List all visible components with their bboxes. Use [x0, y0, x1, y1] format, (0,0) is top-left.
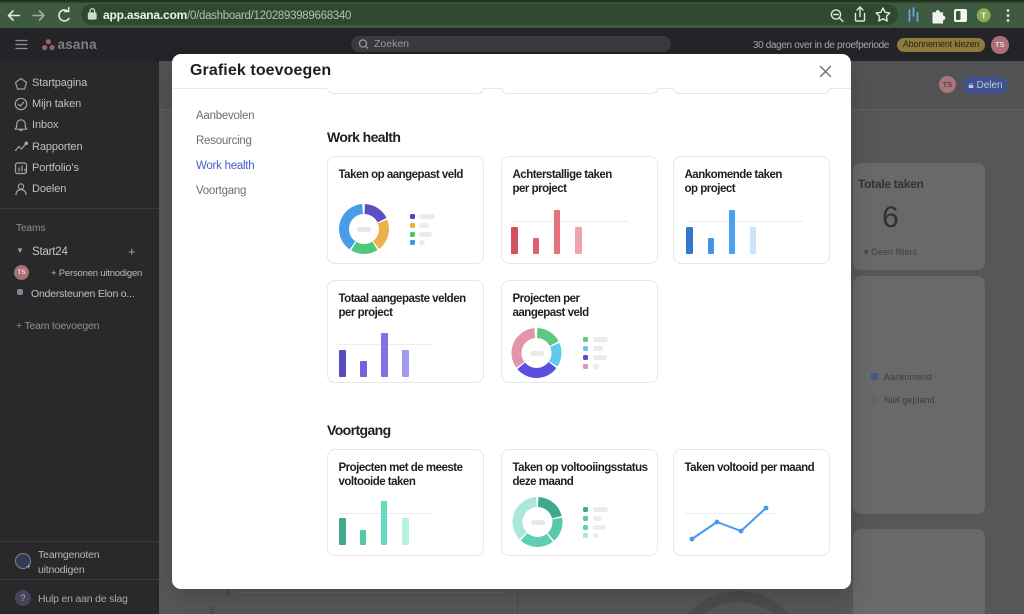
svg-text:T: T: [981, 10, 987, 20]
svg-text:asana: asana: [58, 37, 98, 52]
